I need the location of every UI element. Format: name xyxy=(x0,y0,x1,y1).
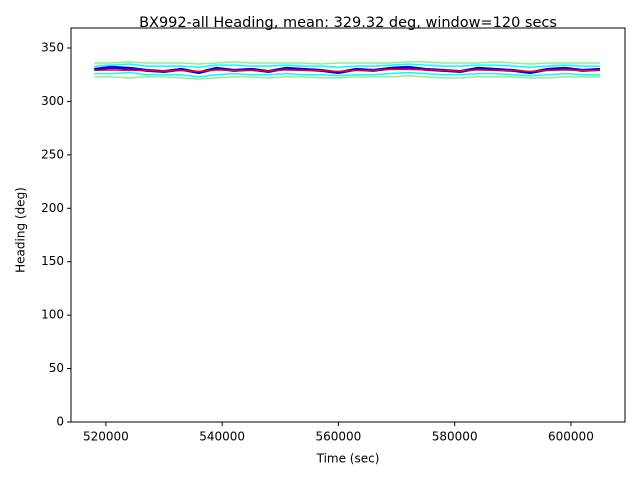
y-tick-label: 350 xyxy=(41,40,64,54)
x-tick-label: 580000 xyxy=(432,430,478,444)
data-line xyxy=(94,63,601,68)
x-tick-label: 600000 xyxy=(548,430,594,444)
y-tick-label: 50 xyxy=(49,361,64,375)
x-tick-label: 540000 xyxy=(199,430,245,444)
y-tick-label: 100 xyxy=(41,308,64,322)
x-axis-label: Time (sec) xyxy=(316,452,380,466)
y-tick-label: 300 xyxy=(41,94,64,108)
x-tick-label: 520000 xyxy=(83,430,129,444)
y-tick-label: 200 xyxy=(41,201,64,215)
y-tick-label: 250 xyxy=(41,147,64,161)
y-tick-label: 150 xyxy=(41,254,64,268)
plot-frame xyxy=(70,27,626,423)
chart-title: BX992-all Heading, mean: 329.32 deg, win… xyxy=(139,15,557,31)
data-line xyxy=(94,61,601,65)
data-line xyxy=(94,75,601,80)
y-axis-label: Heading (deg) xyxy=(14,187,28,273)
y-tick-label: 0 xyxy=(56,415,64,429)
x-tick-label: 560000 xyxy=(316,430,362,444)
data-line xyxy=(94,68,601,73)
data-line xyxy=(94,71,601,78)
